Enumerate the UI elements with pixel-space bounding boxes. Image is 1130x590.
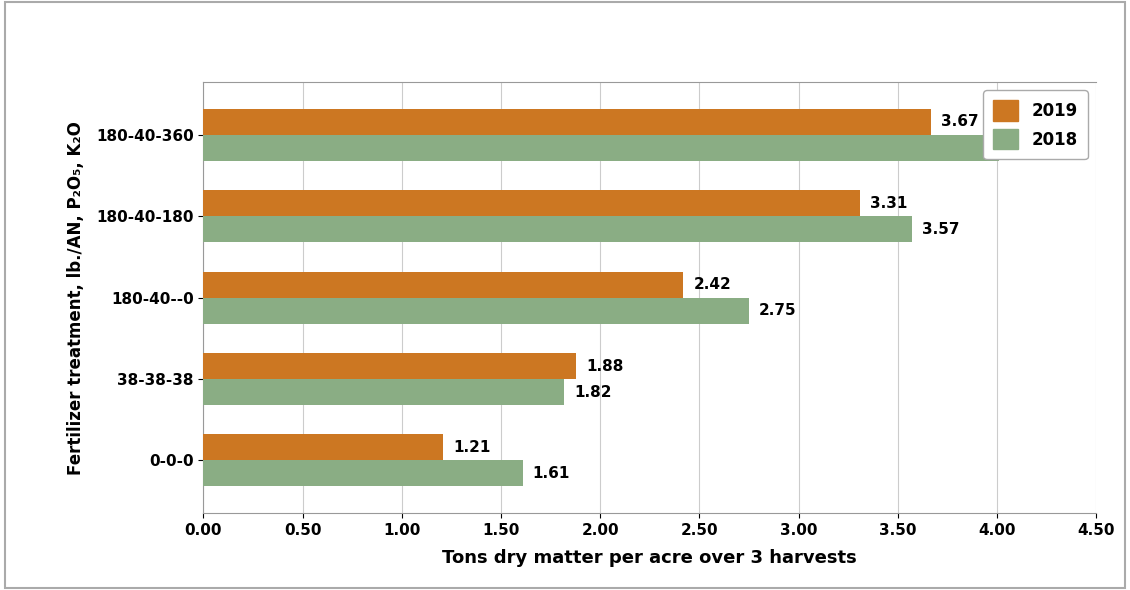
Bar xyxy=(203,379,565,405)
Text: 1.61: 1.61 xyxy=(532,466,570,481)
Text: 2.75: 2.75 xyxy=(759,303,797,318)
Bar xyxy=(203,353,576,379)
Text: 3.57: 3.57 xyxy=(922,222,959,237)
Bar xyxy=(203,271,684,298)
Text: 2.42: 2.42 xyxy=(694,277,731,292)
Text: Figure 1: Effect of K on mixed grass yield, toms/acre: Figure 1: Effect of K on mixed grass yie… xyxy=(214,40,875,60)
Bar xyxy=(203,434,443,460)
Y-axis label: Fertilizer treatment, lb./AN, P₂O₅, K₂O: Fertilizer treatment, lb./AN, P₂O₅, K₂O xyxy=(67,121,85,474)
Text: 1.82: 1.82 xyxy=(574,385,611,399)
Bar xyxy=(203,109,931,135)
Text: 1.21: 1.21 xyxy=(453,440,490,455)
Bar xyxy=(203,135,999,161)
Text: 1.88: 1.88 xyxy=(586,359,624,373)
Text: 3.67: 3.67 xyxy=(941,114,979,129)
Text: 4.01: 4.01 xyxy=(1009,140,1046,156)
Legend: 2019, 2018: 2019, 2018 xyxy=(983,90,1088,159)
Bar xyxy=(203,191,860,217)
Text: 3.31: 3.31 xyxy=(870,196,907,211)
Bar xyxy=(203,217,912,242)
X-axis label: Tons dry matter per acre over 3 harvests: Tons dry matter per acre over 3 harvests xyxy=(442,549,858,567)
Bar xyxy=(203,298,749,324)
Bar xyxy=(203,460,523,486)
